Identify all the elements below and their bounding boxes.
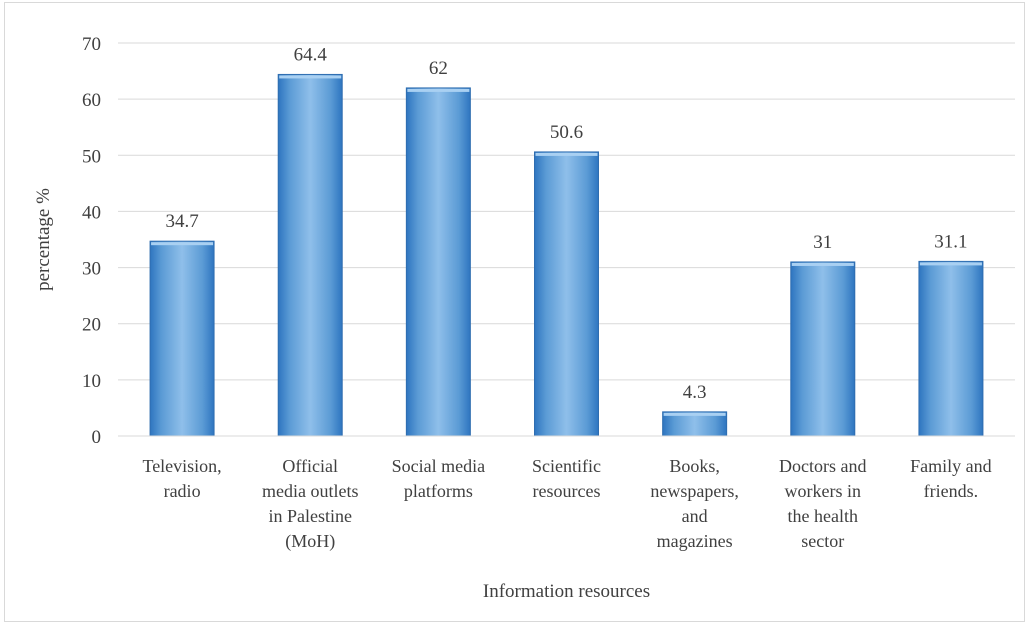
x-tick-label-line: Family and [910,456,992,476]
data-label: 62 [429,58,448,79]
bar [918,260,984,437]
x-tick-label-line: radio [164,481,201,501]
y-tick-label: 30 [82,259,101,280]
y-tick-label: 20 [82,315,101,336]
x-tick-label-line: friends. [924,481,978,501]
bar-highlight [407,88,470,92]
x-tick-label: Family and friends. [910,456,992,501]
y-axis-title: percentage % [33,188,54,291]
x-tick-label-line: magazines [657,531,733,551]
x-tick-label-line: Books, [669,456,720,476]
x-tick-label-line: in Palestine [268,506,352,526]
bar-highlight [535,152,598,156]
x-axis-title: Information resources [483,581,650,602]
x-tick-label-line: the health [788,506,858,526]
bar [149,240,215,437]
x-tick-label-line: sector [801,531,844,551]
bar-highlight [151,242,214,246]
bar-highlight [663,412,726,416]
y-axis-ticks: 0 10 20 30 40 50 60 70 [82,34,101,448]
bar [790,261,856,437]
y-tick-label: 70 [82,34,101,55]
x-tick-label-line: (MoH) [285,531,335,552]
data-label: 4.3 [683,382,707,403]
y-tick-label: 50 [82,146,101,167]
y-tick-label: 40 [82,202,101,223]
x-tick-label-line: workers in [785,481,861,501]
bar [277,73,343,437]
bars [149,73,984,437]
bar-highlight [919,262,982,266]
data-labels: 34.7 64.4 62 50.6 4.3 31 31.1 [165,44,967,402]
data-label: 31 [813,232,832,253]
data-label: 64.4 [294,44,328,65]
bar [405,87,471,437]
x-tick-label-line: newspapers, [650,481,738,501]
bar [534,151,599,437]
x-tick-label-line: Social media [392,456,485,476]
x-tick-label-line: media outlets [262,481,358,501]
data-label: 31.1 [934,231,967,252]
data-label: 50.6 [550,122,583,143]
y-tick-label: 10 [82,371,101,392]
x-tick-label: Social media platforms [392,456,485,501]
y-tick-label: 60 [82,90,101,111]
x-tick-label-line: resources [533,481,601,501]
data-label: 34.7 [165,211,198,232]
x-tick-label-line: Doctors and [779,456,866,476]
y-tick-label: 0 [92,427,102,448]
x-tick-label-line: and [682,506,708,526]
x-axis-category-labels: Television, radio Official media outlets in … [142,456,991,552]
x-tick-label-line: platforms [404,481,473,501]
x-tick-label: Doctors and workers in the health sector [779,456,866,551]
x-tick-label: Scientific resources [532,456,601,501]
x-tick-label: Television, radio [142,456,221,501]
x-tick-label-line: Television, [142,456,221,476]
x-tick-label: Official media outlets in Palestine (MoH) [262,456,358,552]
x-tick-label-line: Official [282,456,338,476]
bar-highlight [791,262,854,266]
bar [662,411,728,437]
x-tick-label-line: Scientific [532,456,601,476]
x-tick-label: Books, newspapers, and magazines [650,456,738,551]
bar-highlight [279,75,342,79]
